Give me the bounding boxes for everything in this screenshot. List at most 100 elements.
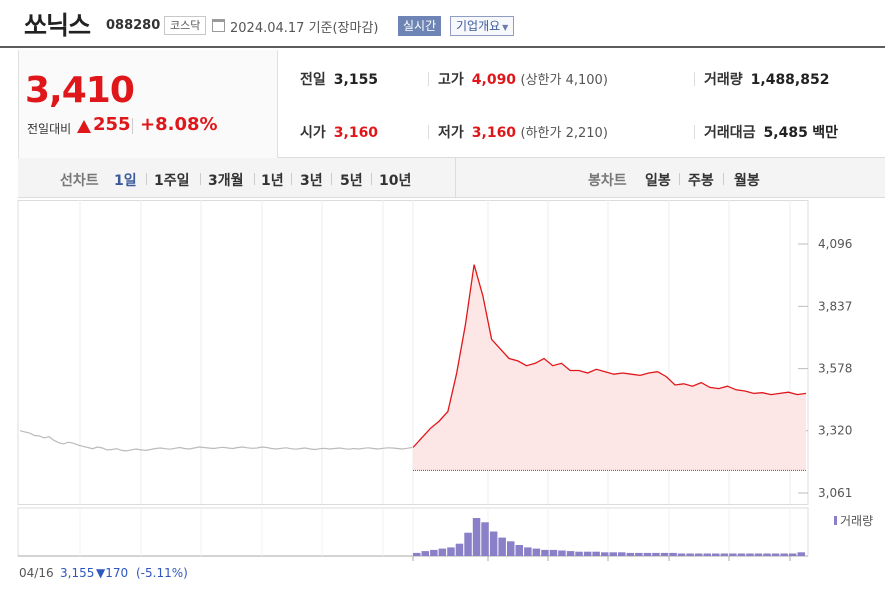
tab-5year[interactable]: 5년 — [340, 173, 363, 189]
volume-bar — [703, 553, 711, 556]
prev-close-cell: 전일 3,155 — [300, 69, 378, 89]
volume-bar — [720, 553, 729, 556]
change-value: 255 — [93, 114, 131, 135]
volume-bar — [729, 553, 737, 556]
divider — [200, 173, 201, 185]
tab-1day[interactable]: 1일 — [114, 173, 137, 189]
lower-limit: (하한가 2,210) — [520, 126, 608, 141]
volume-bar — [438, 548, 447, 556]
tab-daily-candle[interactable]: 일봉 — [645, 173, 671, 189]
market-badge: 코스닥 — [164, 16, 207, 35]
volume-bar — [677, 553, 686, 556]
volume-bar — [797, 552, 805, 556]
divider — [679, 173, 680, 185]
tab-10year[interactable]: 10년 — [379, 173, 412, 189]
volume-bar — [737, 553, 746, 556]
trade-value-label: 거래대금 — [704, 125, 756, 141]
y-tick-label: 4,096 — [818, 237, 852, 251]
prev-date: 04/16 — [19, 566, 54, 580]
y-tick-label: 3,061 — [818, 486, 852, 500]
high-cell: 고가 4,090 (상한가 4,100) — [438, 69, 608, 89]
divider — [694, 125, 695, 139]
low-label: 저가 — [438, 125, 464, 141]
volume-bar — [472, 518, 481, 556]
volume-bar — [712, 553, 720, 556]
volume-bar — [430, 549, 438, 556]
open-value: 3,160 — [333, 125, 379, 141]
realtime-button[interactable]: 실시간 — [398, 16, 442, 36]
volume-bar — [549, 549, 558, 556]
volume-bar — [498, 537, 506, 556]
volume-bar — [566, 551, 575, 556]
volume-bar — [464, 532, 472, 556]
prev-change: ▼170 — [96, 566, 129, 580]
volume-bar — [413, 552, 421, 556]
divider — [694, 72, 695, 86]
volume-bar — [455, 543, 464, 556]
calendar-icon — [212, 19, 225, 32]
volume-bar — [524, 547, 532, 556]
today-price-line — [412, 264, 807, 448]
chevron-down-icon: ▼ — [502, 23, 509, 32]
stock-code: 088280 — [106, 18, 161, 33]
prev-close-value: 3,155 — [333, 72, 379, 88]
volume-bar — [601, 552, 609, 556]
price-summary: 3,410 전일대비 255 +8.08% 전일 3,155 고가 4,090 (상… — [18, 50, 885, 158]
intraday-chart[interactable]: 4,0963,8373,5783,3203,061거래량04/1710:0011… — [0, 200, 885, 566]
prev-pct: (-5.11%) — [136, 566, 188, 580]
volume-bar — [669, 552, 677, 556]
volume-bar — [788, 553, 797, 556]
volume-bar — [507, 541, 515, 556]
volume-bar — [694, 553, 703, 556]
volume-bar — [660, 552, 669, 556]
volume-bar — [635, 552, 643, 556]
tab-3year[interactable]: 3년 — [300, 173, 323, 189]
volume-bar — [447, 547, 455, 556]
high-label: 고가 — [438, 72, 464, 88]
volume-legend-label: 거래량 — [840, 514, 873, 528]
current-price-box: 3,410 전일대비 255 +8.08% — [18, 50, 278, 158]
divider — [371, 173, 372, 185]
stock-name[interactable]: 쏘닉스 — [24, 11, 91, 40]
volume-bar — [532, 548, 541, 556]
y-tick-label: 3,578 — [818, 362, 852, 376]
open-label: 시가 — [300, 125, 326, 141]
divider — [291, 173, 292, 185]
volume-cell: 거래량 1,488,852 — [704, 69, 829, 89]
tab-1week[interactable]: 1주일 — [154, 173, 190, 189]
change-label: 전일대비 — [27, 122, 72, 136]
volume-bar — [771, 553, 780, 556]
volume-bar — [780, 553, 788, 556]
tab-monthly-candle[interactable]: 월봉 — [734, 173, 760, 189]
volume-bar — [754, 553, 763, 556]
base-date: 2024.04.17 기준(장마감) — [230, 21, 379, 36]
volume-bar — [481, 522, 489, 556]
trade-value-cell: 거래대금 5,485 백만 — [704, 122, 838, 142]
tab-3month[interactable]: 3개월 — [208, 173, 244, 189]
volume-bar — [609, 552, 617, 556]
volume-bar — [746, 553, 754, 556]
volume-bar — [583, 551, 592, 556]
volume-legend-swatch — [834, 516, 837, 525]
tab-1year[interactable]: 1년 — [261, 173, 284, 189]
trade-value-unit: 백만 — [812, 125, 839, 141]
upper-limit: (상한가 4,100) — [520, 73, 608, 88]
prev-price: 3,155 — [60, 566, 95, 580]
volume-bar — [763, 553, 771, 556]
volume-bar — [618, 552, 626, 556]
chart-tabs: 선차트 1일 1주일 3개월 1년 3년 5년 10년 봉차트 일봉 주봉 월봉 — [18, 158, 885, 198]
low-value: 3,160 — [471, 125, 517, 141]
tab-weekly-candle[interactable]: 주봉 — [688, 173, 714, 189]
volume-bar — [421, 551, 429, 556]
high-value: 4,090 — [471, 72, 517, 88]
open-cell: 시가 3,160 — [300, 122, 378, 142]
prev-day-line — [19, 430, 413, 452]
company-overview-dropdown[interactable]: 기업개요 ▼ — [450, 16, 515, 36]
volume-bar — [652, 552, 660, 556]
tab-group-divider — [455, 158, 456, 198]
stock-header: 쏘닉스 088280 코스닥 2024.04.17 기준(장마감) 실시간 기업… — [0, 0, 885, 48]
prev-close-label: 전일 — [300, 72, 326, 88]
today-area-fill — [413, 264, 806, 471]
volume-bar — [575, 551, 583, 556]
volume-bar — [558, 550, 566, 556]
